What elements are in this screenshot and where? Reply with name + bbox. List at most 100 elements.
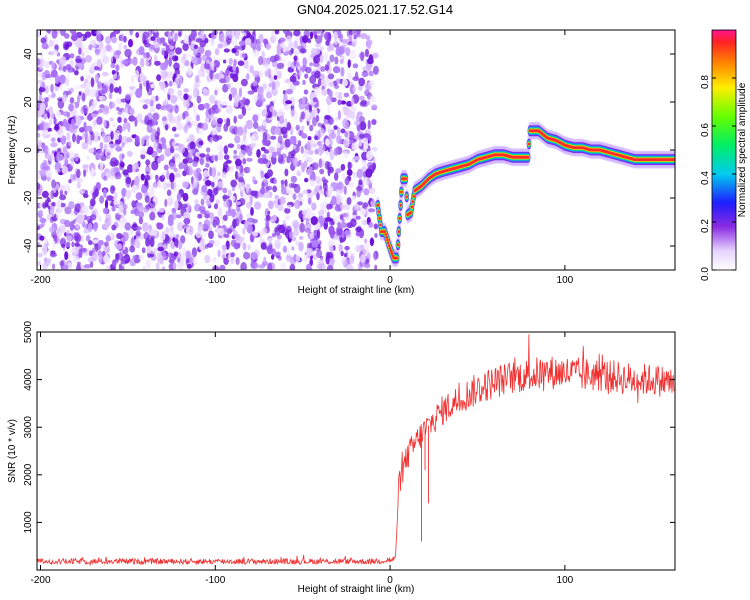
noise-speck: [82, 205, 89, 216]
colorbar-gradient: [711, 29, 737, 271]
noise-speck: [217, 249, 221, 258]
noise-speck: [176, 122, 184, 131]
noise-speck: [230, 257, 235, 265]
noise-speck: [295, 62, 300, 67]
noise-speck: [68, 141, 72, 147]
noise-speck: [308, 104, 313, 113]
noise-speck: [55, 152, 62, 162]
noise-speck: [192, 161, 198, 168]
noise-speck: [49, 118, 53, 126]
noise-speck: [76, 168, 81, 179]
noise-speck: [103, 175, 108, 181]
noise-speck: [166, 196, 173, 207]
noise-speck: [203, 219, 211, 229]
noise-speck: [102, 207, 108, 215]
noise-speck: [274, 194, 280, 200]
noise-speck: [302, 96, 306, 104]
noise-speck: [107, 218, 113, 227]
noise-speck: [262, 122, 267, 127]
noise-speck: [260, 170, 265, 179]
noise-speck: [146, 181, 150, 190]
noise-speck: [256, 86, 264, 95]
noise-speck: [71, 241, 75, 248]
noise-speck: [43, 122, 50, 130]
noise-speck: [101, 132, 106, 139]
noise-speck: [106, 148, 114, 153]
noise-speck: [367, 119, 371, 130]
colorbar-tick-label: 0.6: [700, 123, 711, 137]
noise-speck: [272, 185, 278, 193]
noise-speck: [118, 85, 122, 95]
noise-speck: [207, 200, 211, 206]
noise-speck: [261, 227, 268, 235]
noise-speck: [354, 203, 360, 210]
snr-x-label: Height of straight line (km): [298, 584, 415, 595]
noise-speck: [213, 239, 221, 247]
noise-speck: [88, 240, 93, 246]
noise-speck: [231, 208, 236, 218]
noise-speck: [72, 256, 80, 264]
noise-speck: [210, 113, 214, 120]
track-point: [387, 241, 390, 245]
noise-speck: [250, 190, 258, 197]
noise-speck: [370, 200, 377, 207]
noise-speck: [90, 77, 95, 88]
noise-speck: [90, 198, 96, 207]
noise-speck: [230, 239, 237, 247]
noise-speck: [69, 220, 75, 231]
noise-speck: [316, 263, 320, 269]
noise-speck: [195, 38, 203, 43]
noise-speck: [222, 187, 228, 194]
noise-speck: [169, 255, 176, 262]
noise-speck: [213, 59, 220, 68]
noise-speck: [254, 95, 258, 103]
noise-speck: [147, 89, 153, 96]
noise-speck: [50, 208, 56, 218]
noise-speck: [301, 125, 305, 131]
noise-speck: [286, 257, 291, 262]
noise-speck: [124, 222, 131, 231]
noise-speck: [61, 165, 69, 175]
noise-speck: [85, 125, 93, 132]
noise-speck: [187, 121, 192, 127]
noise-speck: [343, 185, 347, 195]
noise-speck: [305, 222, 312, 230]
noise-speck: [118, 265, 125, 270]
noise-speck: [115, 243, 123, 250]
noise-speck: [225, 159, 232, 164]
noise-speck: [45, 74, 52, 79]
noise-speck: [356, 189, 361, 198]
noise-speck: [137, 210, 145, 218]
noise-speck: [37, 152, 41, 158]
track-point: [378, 217, 381, 220]
noise-speck: [366, 252, 371, 260]
noise-speck: [235, 66, 239, 76]
snr-y-label: SNR (10 * v/v): [7, 419, 18, 483]
noise-speck: [314, 70, 321, 79]
noise-speck: [151, 228, 158, 236]
noise-speck: [155, 262, 160, 270]
noise-speck: [302, 189, 308, 195]
noise-speck: [301, 65, 305, 73]
noise-speck: [102, 108, 110, 115]
noise-speck: [188, 37, 192, 46]
noise-speck: [338, 46, 345, 55]
noise-speck: [226, 228, 233, 235]
noise-speck: [205, 153, 211, 163]
noise-speck: [51, 61, 56, 70]
noise-speck: [249, 64, 254, 74]
noise-speck: [51, 201, 56, 207]
noise-speck: [68, 124, 74, 133]
noise-speck: [369, 238, 375, 244]
noise-speck: [313, 86, 321, 96]
noise-speck: [148, 188, 154, 198]
noise-speck: [309, 232, 315, 240]
track-point: [389, 249, 393, 253]
noise-speck: [79, 127, 85, 133]
noise-speck: [135, 230, 141, 237]
noise-speck: [335, 78, 341, 85]
noise-speck: [298, 241, 304, 252]
noise-speck: [178, 162, 184, 170]
noise-speck: [290, 107, 295, 117]
noise-speck: [75, 114, 80, 122]
